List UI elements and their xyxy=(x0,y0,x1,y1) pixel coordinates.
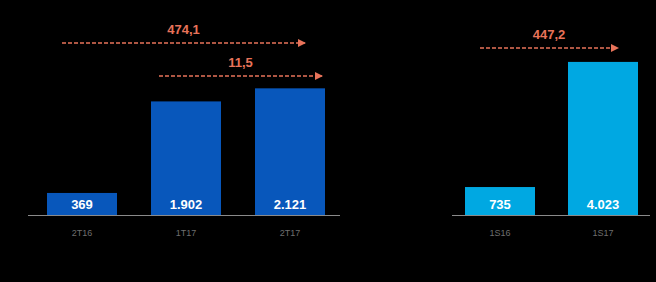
baseline xyxy=(28,215,340,216)
bar xyxy=(151,101,221,215)
bars xyxy=(47,88,325,215)
tick-label: 2T17 xyxy=(280,228,301,238)
chart-group: 369 1.902 2.121 2T16 1T17 2T17 474,1 11,5 xyxy=(28,22,340,238)
data-label: 4.023 xyxy=(587,197,620,212)
chart: 369 1.902 2.121 2T16 1T17 2T17 474,1 11,5 735 4.0… xyxy=(0,0,656,282)
annotation: 474,1 xyxy=(167,22,200,37)
bar xyxy=(47,193,117,215)
data-label: 369 xyxy=(71,197,93,212)
bars xyxy=(465,62,638,215)
baseline xyxy=(452,215,650,216)
bar xyxy=(465,187,535,215)
chart-group: 735 4.023 1S16 1S17 447,2 xyxy=(452,27,650,238)
data-label: 735 xyxy=(489,197,511,212)
arrow xyxy=(62,42,305,44)
annotation: 447,2 xyxy=(533,27,566,42)
bar xyxy=(255,88,325,215)
tick-label: 2T16 xyxy=(72,228,93,238)
page: {"chart_data": [ {"type": "bar", "catego… xyxy=(0,0,656,282)
data-label: 1.902 xyxy=(170,197,203,212)
tick-label: 1T17 xyxy=(176,228,197,238)
annotation: 11,5 xyxy=(228,55,253,70)
tick-label: 1S16 xyxy=(489,228,510,238)
tick-label: 1S17 xyxy=(592,228,613,238)
arrow xyxy=(159,75,322,77)
data-label: 2.121 xyxy=(274,197,307,212)
arrow xyxy=(480,47,618,49)
bar xyxy=(568,62,638,215)
